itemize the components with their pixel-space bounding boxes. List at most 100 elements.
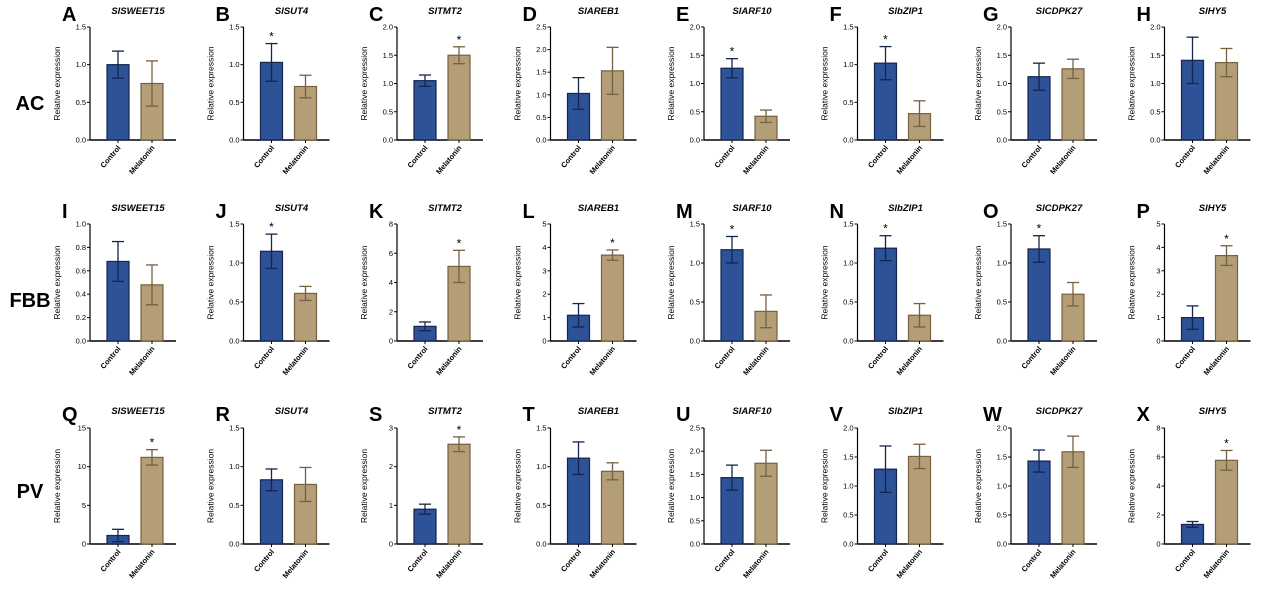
y-axis-label: Relative expression <box>1127 46 1137 120</box>
category-label: Melatonin <box>741 143 771 176</box>
y-tick-label: 2.0 <box>690 447 700 456</box>
y-tick-label: 0.8 <box>76 243 86 252</box>
y-tick-label: 0 <box>389 540 393 549</box>
y-tick-label: 0.0 <box>1150 136 1160 145</box>
y-tick-label: 1.0 <box>229 60 239 69</box>
bar-melatonin <box>447 54 471 141</box>
y-axis-label: Relative expression <box>513 449 523 523</box>
category-label: Control <box>98 548 122 574</box>
panel-title: SlTMT2 <box>428 406 462 417</box>
y-tick-label: 8 <box>1156 424 1160 433</box>
y-tick-label: 0.5 <box>1150 107 1160 116</box>
y-tick-label: 0.5 <box>229 298 239 307</box>
panel-letter: A <box>62 4 76 26</box>
significance-marker: * <box>883 222 888 236</box>
y-axis-label: Relative expression <box>666 46 676 120</box>
category-label: Control <box>1019 548 1043 574</box>
y-tick-label: 1.0 <box>1150 79 1160 88</box>
y-axis-label: Relative expression <box>359 449 369 523</box>
y-tick-label: 0.0 <box>690 337 700 346</box>
bar-melatonin <box>1061 68 1085 141</box>
y-tick-label: 6 <box>1156 453 1160 462</box>
y-tick-label: 0.2 <box>76 313 86 322</box>
panel-title: SlSUT4 <box>275 6 309 17</box>
y-tick-label: 1 <box>389 501 393 510</box>
y-tick-label: 1.5 <box>76 23 86 32</box>
y-tick-label: 1.0 <box>229 462 239 471</box>
panel-V: V SlbZIP1 0.0 0.5 1.0 1.5 2.0 Relative expressi… <box>820 404 944 580</box>
y-tick-label: 1.5 <box>843 453 853 462</box>
y-tick-label: 1.5 <box>997 220 1007 229</box>
y-tick-label: 1.0 <box>76 60 86 69</box>
y-tick-label: 1.0 <box>383 79 393 88</box>
y-tick-label: 0.5 <box>536 501 546 510</box>
y-tick-label: 1.0 <box>843 482 853 491</box>
y-tick-label: 15 <box>78 424 86 433</box>
panel-title: SlARF10 <box>732 406 772 417</box>
category-label: Melatonin <box>1202 344 1232 377</box>
panel-M: M SlARF10 0.0 0.5 1.0 1.5 Relative expression *… <box>666 201 790 377</box>
y-tick-label: 1.0 <box>690 493 700 502</box>
y-tick-label: 0 <box>389 337 393 346</box>
bar-melatonin <box>907 455 932 545</box>
bar-melatonin <box>1214 459 1239 545</box>
panel-title: SlbZIP1 <box>888 6 923 17</box>
y-tick-label: 0.5 <box>690 107 700 116</box>
y-tick-label: 0.5 <box>76 98 86 107</box>
bar-melatonin <box>140 456 164 545</box>
y-tick-label: 3 <box>542 266 546 275</box>
panel-B: B SlSUT4 0.0 0.5 1.0 1.5 Relative expression * C… <box>206 4 330 176</box>
y-tick-label: 0.5 <box>997 511 1007 520</box>
category-label: Control <box>1173 144 1197 170</box>
y-tick-label: 0.0 <box>690 540 700 549</box>
panel-title: SlHY5 <box>1199 6 1227 17</box>
y-tick-label: 1.5 <box>843 23 853 32</box>
panel-title: SlHY5 <box>1199 203 1227 214</box>
panel-title: SlTMT2 <box>428 6 462 17</box>
y-axis-label: Relative expression <box>359 46 369 120</box>
category-label: Melatonin <box>895 547 925 580</box>
bar-control <box>413 80 437 141</box>
panel-letter: V <box>830 404 844 426</box>
category-label: Melatonin <box>1048 344 1078 377</box>
category-label: Melatonin <box>127 344 157 377</box>
category-label: Melatonin <box>434 143 464 176</box>
category-label: Control <box>252 144 276 170</box>
row-label: AC <box>16 93 45 115</box>
y-axis-label: Relative expression <box>973 245 983 319</box>
panel-E: E SlARF10 0.0 0.5 1.0 1.5 2.0 Relative expressi… <box>666 4 790 176</box>
y-tick-label: 0.0 <box>843 540 853 549</box>
y-axis-label: Relative expression <box>1127 245 1137 319</box>
category-label: Melatonin <box>588 344 618 377</box>
y-tick-label: 0.5 <box>997 107 1007 116</box>
category-label: Melatonin <box>434 344 464 377</box>
y-axis-label: Relative expression <box>359 245 369 319</box>
significance-marker: * <box>150 436 155 450</box>
significance-marker: * <box>1224 232 1229 246</box>
y-axis-label: Relative expression <box>973 449 983 523</box>
significance-marker: * <box>610 236 615 250</box>
y-tick-label: 3 <box>1156 266 1160 275</box>
panel-letter: I <box>62 201 68 223</box>
significance-marker: * <box>269 30 274 44</box>
significance-marker: * <box>1037 222 1042 236</box>
y-tick-label: 4 <box>389 278 393 287</box>
y-tick-label: 1.0 <box>229 259 239 268</box>
y-tick-label: 1.0 <box>690 259 700 268</box>
panel-letter: K <box>369 201 384 223</box>
y-tick-label: 2.5 <box>690 424 700 433</box>
bar-melatonin <box>600 254 625 342</box>
category-label: Melatonin <box>434 547 464 580</box>
panel-letter: H <box>1137 4 1151 26</box>
y-tick-label: 1.0 <box>76 220 86 229</box>
y-tick-label: 0.0 <box>536 540 546 549</box>
y-tick-label: 1.0 <box>843 60 853 69</box>
panel-title: SlTMT2 <box>428 203 462 214</box>
panel-letter: S <box>369 404 382 426</box>
y-tick-label: 1.0 <box>997 259 1007 268</box>
y-tick-label: 2.0 <box>1150 23 1160 32</box>
panel-title: SlSUT4 <box>275 203 309 214</box>
category-label: Melatonin <box>741 344 771 377</box>
y-tick-label: 0 <box>1156 337 1160 346</box>
panel-W: W SlCDPK27 0.0 0.5 1.0 1.5 2.0 Relative express… <box>973 404 1097 580</box>
